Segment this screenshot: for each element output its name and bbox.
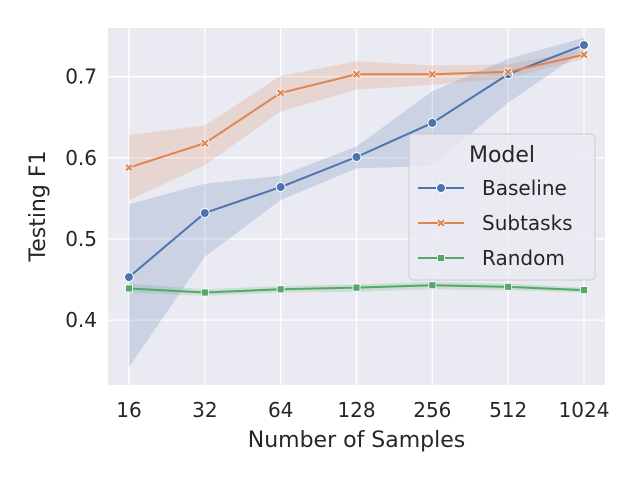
legend-item-baseline: Baseline [418,176,567,200]
random-point [428,281,437,290]
legend-title: Model [469,143,535,168]
x-tick-label: 1024 [559,398,610,422]
x-tick-label: 64 [268,398,293,422]
baseline-point [275,182,286,193]
baseline-point [579,40,589,51]
legend-swatch-marker [437,254,445,262]
x-tick-label: 256 [413,398,451,422]
random-point [125,284,133,293]
x-tick-label: 128 [337,398,375,422]
legend-swatch-marker [436,183,446,193]
legend-item-subtasks: Subtasks [418,211,573,235]
y-axis-label: Testing F1 [26,151,51,263]
random-point [504,282,513,291]
subtasks-point [200,138,210,148]
x-tick-label: 512 [489,398,527,422]
legend-label: Subtasks [482,211,573,235]
y-tick-labels: 0.4 0.5 0.6 0.7 [65,65,97,332]
legend-item-random: Random [418,246,565,270]
series-markers [124,40,589,297]
random-point [276,285,285,294]
y-tick-label: 0.7 [65,65,97,89]
legend-frame [408,133,596,281]
legend-swatch-marker [436,218,446,228]
subtasks-point [503,67,513,77]
random-point [580,286,588,294]
legend: Model Baseline Subtasks Random [408,133,596,281]
subtasks-point [276,88,286,98]
x-axis-label: Number of Samples [248,428,466,453]
legend-label: Random [482,246,565,270]
x-tick-label: 32 [192,398,217,422]
baseline-point [351,152,362,163]
subtasks-point [579,50,589,60]
x-tick-labels: 16 32 64 128 256 512 1024 [116,398,609,422]
legend-entries: Baseline Subtasks Random [418,176,573,270]
y-tick-label: 0.6 [65,146,97,170]
subtasks-point [427,69,437,79]
random-point [352,283,361,292]
baseline-point [199,207,210,218]
x-tick-label: 16 [116,398,141,422]
random-point [200,288,209,297]
y-tick-label: 0.5 [65,227,97,251]
baseline-confidence-band [129,37,584,368]
y-tick-label: 0.4 [65,308,97,332]
legend-label: Baseline [482,176,567,200]
baseline-point [124,272,134,283]
subtasks-point [124,162,134,173]
subtasks-point [351,69,362,79]
baseline-point [427,117,438,128]
